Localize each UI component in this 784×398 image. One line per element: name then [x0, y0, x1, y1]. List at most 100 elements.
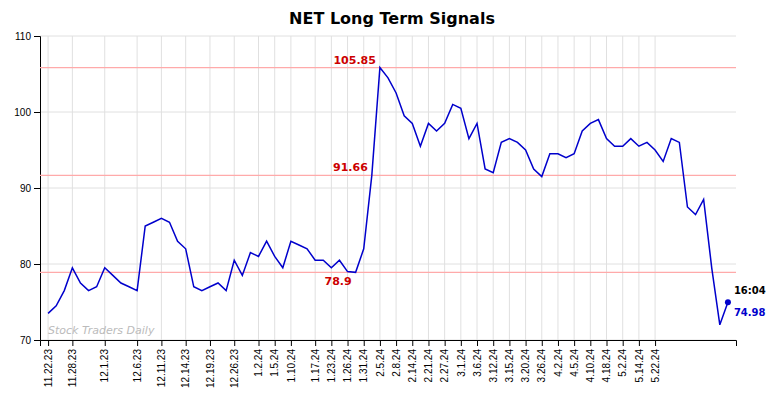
x-tick: 2.14.24	[407, 340, 418, 382]
title: NET Long Term Signals	[289, 9, 495, 28]
x-tick-label: 2.5.24	[375, 349, 386, 377]
watermark: Stock Traders Daily	[48, 324, 155, 337]
x-tick-label: 12.19.23	[205, 349, 216, 388]
x-tick-mark	[477, 340, 478, 346]
x-tick-label: 2.14.24	[407, 349, 418, 383]
x-tick: 4.2.24	[553, 340, 564, 377]
x-tick: 1.17.24	[310, 340, 321, 382]
x-tick-mark	[396, 340, 397, 346]
x-tick-label: 1.31.24	[358, 349, 369, 383]
x-tick-mark	[210, 340, 211, 346]
x-tick-label: 12.1.23	[99, 349, 110, 383]
x-tick: 4.5.24	[569, 340, 580, 377]
x-tick: 2.21.24	[423, 340, 434, 382]
grid-line-y	[40, 36, 736, 37]
reference-line	[40, 175, 736, 176]
x-tick-label: 4.2.24	[553, 349, 564, 377]
x-tick-mark	[655, 340, 656, 346]
x-tick-label: 12.26.23	[229, 349, 240, 388]
y-tick-mark	[34, 112, 40, 113]
x-tick: 12.1.23	[99, 340, 110, 382]
x-tick: 3.6.24	[472, 340, 483, 377]
x-tick-mark	[526, 340, 527, 346]
x-tick: 1.5.24	[269, 340, 280, 377]
plot: 11.22.23 11.28.23 12.1.23 12.6.23 12.11.23 12…	[14, 31, 765, 388]
x-tick: 11.28.23	[67, 340, 78, 387]
x-tick-label: 12.14.23	[180, 349, 191, 388]
x-tick-mark	[428, 340, 429, 346]
x-tick-mark	[161, 340, 162, 346]
x-tick: 5.2.24	[617, 340, 628, 377]
x-tick: 12.26.23	[229, 340, 240, 388]
x-tick-label: 3.1.24	[456, 349, 467, 377]
x-tick-mark	[380, 340, 381, 346]
y-tick: 80	[20, 259, 40, 270]
x-tick-label: 1.17.24	[310, 349, 321, 383]
x-tick: 1.10.24	[286, 340, 297, 382]
x-tick-mark	[234, 340, 235, 346]
y-tick-mark	[34, 188, 40, 189]
y-tick-mark	[34, 340, 40, 341]
x-tick-label: 2.27.24	[439, 349, 450, 383]
y-axis: 708090100110	[14, 31, 40, 346]
x-tick: 3.12.24	[488, 340, 499, 382]
x-tick-mark	[72, 340, 73, 346]
x-tick: 2.8.24	[391, 340, 402, 377]
grid-line-y	[40, 264, 736, 265]
annotation: 91.66	[333, 161, 368, 174]
x-tick: 5.14.24	[634, 340, 645, 382]
grid-line-y	[40, 112, 736, 113]
x-tick-mark	[493, 340, 494, 346]
x-tick-mark	[607, 340, 608, 346]
end-label-price: 74.98	[734, 307, 766, 318]
annotation: 105.85	[333, 54, 375, 67]
x-tick-label: 3.26.24	[536, 349, 547, 383]
x-tick-mark	[542, 340, 543, 346]
x-tick-mark	[291, 340, 292, 346]
x-tick-mark	[574, 340, 575, 346]
x-tick-mark	[259, 340, 260, 346]
x-tick-label: 12.6.23	[132, 349, 143, 383]
x-axis: 11.22.23 11.28.23 12.1.23 12.6.23 12.11.23 12…	[41, 340, 737, 388]
x-tick-mark	[558, 340, 559, 346]
reference-line	[40, 272, 736, 273]
x-tick-label: 3.12.24	[488, 349, 499, 383]
x-axis-line	[41, 341, 737, 347]
x-tick: 1.26.24	[342, 340, 353, 382]
x-tick-label: 1.10.24	[286, 349, 297, 383]
x-tick-label: 3.6.24	[472, 349, 483, 377]
y-tick: 90	[20, 183, 40, 194]
x-tick-label: 4.10.24	[585, 349, 596, 383]
x-tick-mark	[348, 340, 349, 346]
x-tick-label: 1.5.24	[269, 349, 280, 377]
x-tick: 1.23.24	[326, 340, 337, 382]
x-tick-label: 4.5.24	[569, 349, 580, 377]
x-tick: 4.18.24	[601, 340, 612, 382]
y-axis-line	[34, 37, 41, 341]
reference-line	[40, 67, 736, 68]
x-tick: 5.22.24	[650, 340, 661, 382]
y-tick-label: 100	[14, 107, 31, 118]
x-tick: 2.27.24	[439, 340, 450, 382]
marks	[40, 68, 736, 325]
x-tick-mark	[364, 340, 365, 346]
y-tick-label: 110	[15, 31, 31, 42]
x-tick: 3.26.24	[536, 340, 547, 382]
x-tick: 1.31.24	[358, 340, 369, 382]
x-tick: 11.22.23	[43, 340, 54, 387]
x-tick: 4.10.24	[585, 340, 596, 382]
x-tick-mark	[275, 340, 276, 346]
x-tick: 3.20.24	[520, 340, 531, 382]
x-tick: 3.1.24	[456, 340, 467, 377]
x-tick-mark	[315, 340, 316, 346]
end-label-time: 16:04	[734, 285, 766, 296]
x-tick-label: 1.26.24	[342, 349, 353, 383]
x-tick-label: 1.23.24	[326, 349, 337, 383]
x-tick: 12.11.23	[156, 340, 167, 387]
x-tick-label: 11.22.23	[43, 349, 54, 388]
x-tick: 12.19.23	[205, 340, 216, 388]
annotation: 78.9	[324, 275, 351, 288]
x-tick-mark	[639, 340, 640, 346]
x-tick-mark	[509, 340, 510, 346]
y-tick-mark	[34, 264, 40, 265]
